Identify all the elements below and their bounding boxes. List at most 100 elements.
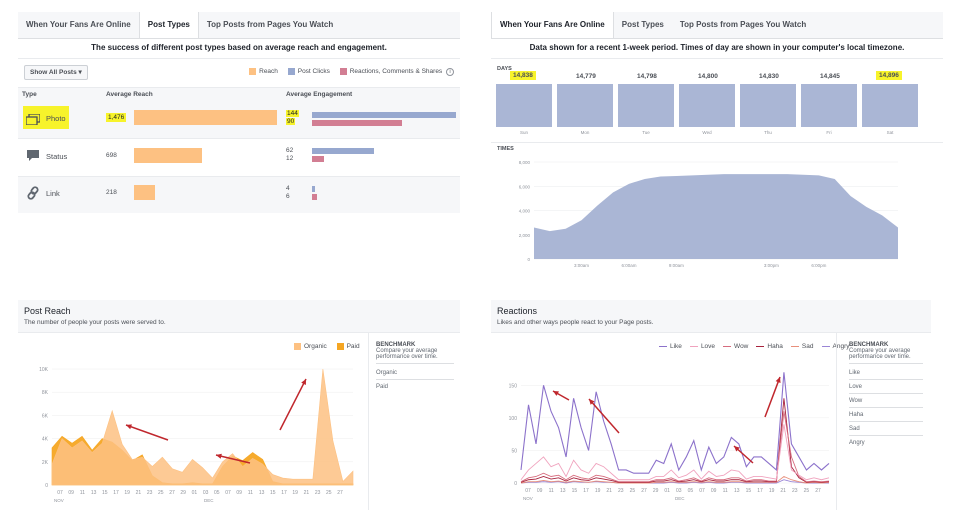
series-line-haha	[520, 398, 830, 483]
x-tick-label: 27	[169, 490, 175, 496]
legend-angry[interactable]: Angry	[832, 343, 850, 350]
x-tick-label: 13	[259, 490, 265, 496]
benchmark-item[interactable]: Angry	[849, 440, 865, 446]
reactions-value: 90	[286, 118, 296, 125]
day-axis-label: Sat	[886, 130, 894, 135]
post-reach-panel: Post Reach The number of people your pos…	[18, 300, 460, 510]
legend-sad[interactable]: Sad	[801, 343, 814, 350]
x-tick-label: 05	[688, 488, 694, 494]
x-tick-label: 9:00am	[669, 263, 684, 268]
benchmark-item[interactable]: Love	[849, 380, 923, 394]
benchmark-item[interactable]: Haha	[849, 408, 923, 422]
legend-wow[interactable]: Wow	[734, 343, 749, 350]
table-row[interactable]: Status 698 62 12	[18, 139, 460, 177]
month-label: DEC	[675, 496, 685, 501]
legend-haha[interactable]: Haha	[767, 343, 783, 350]
arrow-head	[775, 377, 781, 383]
post-types-panel: When Your Fans Are Online Post Types Top…	[18, 12, 460, 217]
day-bar[interactable]	[801, 84, 857, 127]
legend-organic[interactable]: Organic	[304, 343, 327, 351]
arrow-head	[589, 399, 595, 405]
benchmark-item[interactable]: Sad	[849, 422, 923, 436]
day-bar[interactable]	[618, 84, 674, 127]
tab-fans-online[interactable]: When Your Fans Are Online	[26, 20, 131, 29]
post-reach-header: Post Reach The number of people your pos…	[18, 300, 460, 333]
tab-post-types[interactable]: Post Types	[138, 12, 199, 38]
day-value-label: 14,845	[820, 73, 840, 80]
post-reach-legend: Organic Paid	[286, 343, 360, 350]
benchmark-item[interactable]: Paid	[376, 384, 389, 390]
day-bar[interactable]	[496, 84, 552, 127]
legend-paid[interactable]: Paid	[346, 343, 360, 351]
x-tick-label: 19	[124, 490, 130, 496]
legend-clicks: Post Clicks	[297, 68, 330, 76]
reactions-chart: 150 100 50 0 07 09 11 13 15 17 19 21 23 25 27 29 01 03 05 0…	[509, 372, 830, 501]
annotation-arrow	[215, 454, 251, 464]
annotation-arrow	[125, 424, 169, 441]
status-icon	[26, 149, 40, 167]
chevron-down-icon: ▾	[78, 69, 82, 76]
x-tick-label: 25	[326, 490, 332, 496]
tab-top-posts[interactable]: Top Posts from Pages You Watch	[206, 20, 334, 29]
y-tick-label: 150	[509, 383, 518, 389]
day-bar[interactable]	[862, 84, 918, 127]
series-line-angry	[520, 479, 829, 484]
y-tick-label: 6,000	[519, 184, 531, 189]
photo-icon	[25, 112, 41, 130]
info-icon[interactable]: i	[446, 68, 454, 77]
clicks-bar	[312, 112, 456, 118]
series-line-love	[520, 424, 830, 481]
x-tick-label: 05	[214, 490, 220, 496]
x-tick-label: 19	[595, 488, 601, 494]
reactions-subtitle: Likes and other ways people react to you…	[497, 319, 654, 326]
day-bar[interactable]	[557, 84, 613, 127]
x-tick-label: 23	[147, 490, 153, 496]
day-bar[interactable]	[740, 84, 796, 127]
clicks-bar	[312, 148, 374, 154]
tab-top-posts[interactable]: Top Posts from Pages You Watch	[679, 20, 807, 29]
fans-online-panel: When Your Fans Are Online Post Types Top…	[491, 12, 943, 272]
col-reach: Average Reach	[106, 91, 153, 98]
reach-value: 1,476	[106, 113, 127, 122]
reactions-header: Reactions Likes and other ways people re…	[491, 300, 931, 333]
reactions-value: 12	[286, 155, 294, 162]
table-row[interactable]: Photo 1,476 144 90	[18, 101, 460, 139]
row-type-label: Status	[46, 152, 68, 161]
x-tick-label: 25	[630, 488, 636, 494]
paid-legend-swatch	[336, 343, 344, 350]
benchmark-item[interactable]: Wow	[849, 394, 923, 408]
legend-like[interactable]: Like	[670, 343, 682, 350]
x-tick-label: 01	[664, 488, 670, 494]
x-tick-label: 17	[281, 490, 287, 496]
x-tick-label: 17	[757, 488, 763, 494]
y-tick-label: 8,000	[519, 160, 531, 165]
tab-fans-online[interactable]: When Your Fans Are Online	[491, 12, 614, 38]
reactions-title: Reactions	[497, 306, 538, 316]
table-row[interactable]: Link 218 4 6	[18, 177, 460, 213]
legend-swatch	[659, 345, 667, 348]
reactions-bar	[312, 120, 402, 126]
day-bar[interactable]	[679, 84, 735, 127]
show-all-posts-dropdown[interactable]: Show All Posts ▾	[24, 65, 88, 80]
times-area	[534, 174, 898, 259]
x-tick-label: 19	[292, 490, 298, 496]
reach-bar	[134, 148, 202, 163]
organic-legend-swatch	[294, 343, 301, 350]
y-tick-label: 2K	[42, 460, 49, 466]
benchmark-heading: BENCHMARK	[376, 342, 416, 348]
clicks-value: 4	[286, 185, 290, 192]
arrow-head	[126, 424, 132, 430]
benchmark-item[interactable]: Organic	[376, 366, 454, 380]
y-tick-label: 0	[45, 483, 48, 489]
x-tick-label: 21	[136, 490, 142, 496]
benchmark-item[interactable]: Like	[849, 366, 923, 380]
day-value-label: 14,838	[510, 71, 536, 80]
times-label: TIMES	[497, 146, 514, 152]
y-tick-label: 6K	[42, 413, 49, 419]
x-tick-label: 29	[180, 490, 186, 496]
day-axis-label: Tue	[642, 130, 650, 135]
x-tick-label: 15	[102, 490, 108, 496]
x-tick-label: 21	[780, 488, 786, 494]
tab-post-types[interactable]: Post Types	[621, 20, 664, 29]
legend-love[interactable]: Love	[700, 343, 716, 350]
